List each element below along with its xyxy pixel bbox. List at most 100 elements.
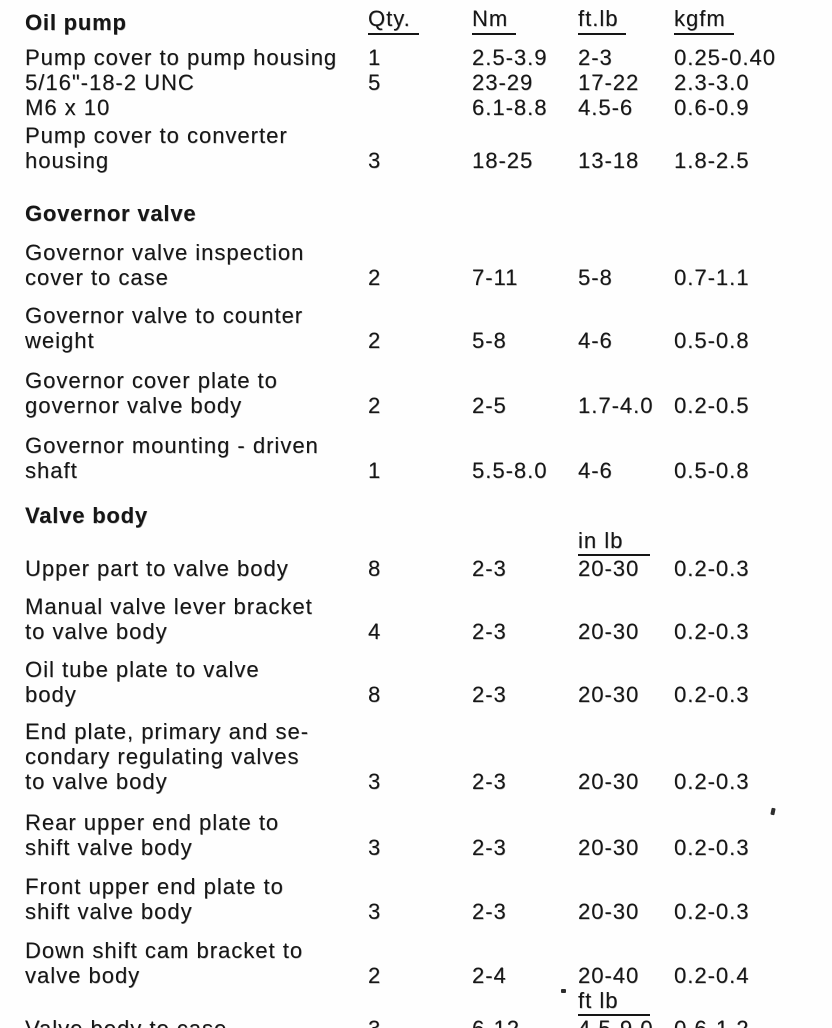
- nm-value: 2-4: [472, 963, 507, 988]
- table-row: M6 x 10 6.1-8.8 4.5-6 0.6-0.9: [25, 95, 822, 120]
- kgfm-value: 1.8-2.5: [674, 148, 750, 173]
- row-description: Governor valve inspection cover to case: [25, 240, 305, 290]
- qty-value: 3: [368, 769, 382, 794]
- qty-value: 8: [368, 682, 382, 707]
- kgfm-value: 0.6-0.9: [674, 95, 750, 120]
- kgfm-value: 0.2-0.3: [674, 682, 750, 707]
- row-description: Governor valve to counter weight: [25, 303, 304, 353]
- ftlb-value: 20-30: [578, 619, 640, 644]
- nm-value: 5.5-8.0: [472, 458, 548, 483]
- row-description: Upper part to valve body: [25, 556, 289, 581]
- qty-value: 3: [368, 835, 382, 860]
- row-description: Pump cover to converter housing: [25, 123, 288, 173]
- table-row: End plate, primary and se- condary regul…: [25, 719, 822, 794]
- ftlb-value: 17-22: [578, 70, 640, 95]
- row-description: Down shift cam bracket to valve body: [25, 938, 304, 988]
- unit-note-ft-lb: ft lb: [578, 988, 650, 1016]
- ftlb-value: 4.5-6: [578, 95, 634, 120]
- kgfm-value: 0.7-1.1: [674, 265, 750, 290]
- nm-value: 2-3: [472, 682, 507, 707]
- nm-value: 7-11: [472, 265, 519, 290]
- qty-value: 3: [368, 1016, 472, 1028]
- qty-value: 2: [368, 265, 382, 290]
- qty-value: 1: [368, 45, 382, 70]
- row-description: Valve body to case: [25, 1016, 368, 1028]
- kgfm-value: 0.5-0.8: [674, 328, 750, 353]
- row-description: M6 x 10: [25, 95, 111, 120]
- nm-value: 2.5-3.9: [472, 45, 548, 70]
- ftlb-value: in lb 20-30: [578, 528, 674, 581]
- kgfm-value: 0.2-0.5: [674, 393, 750, 418]
- table-row: Valve body to case 3 6-12 ft lb 4.5-9.0 …: [25, 988, 822, 1028]
- nm-value: 2-3: [472, 899, 507, 924]
- table-row: Governor valve to counter weight 2 5-8 4…: [25, 303, 822, 353]
- nm-value: 2-3: [472, 619, 507, 644]
- qty-value: 5: [368, 70, 382, 95]
- ftlb-value: 4-6: [578, 458, 613, 483]
- ftlb-value: 20-30: [578, 682, 640, 707]
- section-title-oil-pump: Oil pump: [25, 10, 127, 35]
- kgfm-value: 0.2-0.3: [674, 556, 750, 581]
- table-row: Manual valve lever bracket to valve body…: [25, 594, 822, 644]
- column-header-kgfm: kgfm: [674, 6, 822, 35]
- kgfm-value: 0.5-0.8: [674, 458, 750, 483]
- section-title-governor-valve: Governor valve: [25, 201, 197, 226]
- row-description: Manual valve lever bracket to valve body: [25, 594, 313, 644]
- qty-value: 3: [368, 899, 382, 924]
- nm-value: 2-3: [472, 835, 507, 860]
- nm-value: 2-3: [472, 556, 507, 581]
- ftlb-value: 20-40: [578, 963, 640, 988]
- ftlb-value: 13-18: [578, 148, 640, 173]
- row-description: Oil tube plate to valve body: [25, 657, 260, 707]
- unit-note-in-lb: in lb: [578, 528, 650, 556]
- row-description: Rear upper end plate to shift valve body: [25, 810, 280, 860]
- kgfm-value: 2.3-3.0: [674, 70, 750, 95]
- nm-value: 23-29: [472, 70, 534, 95]
- table-row: Down shift cam bracket to valve body 2 2…: [25, 938, 822, 988]
- section-title-valve-body: Valve body: [25, 503, 148, 528]
- scan-speck: [561, 989, 566, 993]
- kgfm-value: 0.2-0.3: [674, 769, 750, 794]
- row-description: Governor mounting - driven shaft: [25, 433, 319, 483]
- ftlb-value: 4-6: [578, 328, 613, 353]
- kgfm-value: 0.25-0.40: [674, 45, 776, 70]
- table-row: Rear upper end plate to shift valve body…: [25, 810, 822, 860]
- column-header-qty: Qty.: [368, 6, 472, 35]
- nm-value: 2-3: [472, 769, 507, 794]
- nm-value: 2-5: [472, 393, 507, 418]
- table-row: Pump cover to pump housing 1 2.5-3.9 2-3…: [25, 45, 822, 70]
- ftlb-value: 5-8: [578, 265, 613, 290]
- table-row: Upper part to valve body 8 2-3 in lb 20-…: [25, 528, 822, 581]
- kgfm-value: 0.2-0.4: [674, 963, 750, 988]
- ftlb-value: 20-30: [578, 835, 640, 860]
- nm-value: 6-12: [472, 1016, 578, 1028]
- ftlb-value: 1.7-4.0: [578, 393, 654, 418]
- row-description: Governor cover plate to governor valve b…: [25, 368, 278, 418]
- row-description: Front upper end plate to shift valve bod…: [25, 874, 284, 924]
- kgfm-value: 0.6-1.2: [674, 1016, 822, 1028]
- qty-value: 1: [368, 458, 382, 483]
- table-header-row: Oil pump Qty. Nm ft.lb kgfm: [25, 6, 822, 35]
- column-header-ftlb: ft.lb: [578, 6, 674, 35]
- qty-value: 2: [368, 963, 382, 988]
- row-description: 5/16"-18-2 UNC: [25, 70, 195, 95]
- table-row: Oil tube plate to valve body 8 2-3 20-30…: [25, 657, 822, 707]
- nm-value: 18-25: [472, 148, 534, 173]
- kgfm-value: 0.2-0.3: [674, 835, 750, 860]
- table-row: 5/16"-18-2 UNC 5 23-29 17-22 2.3-3.0: [25, 70, 822, 95]
- kgfm-value: 0.2-0.3: [674, 899, 750, 924]
- table-row: Governor valve inspection cover to case …: [25, 240, 822, 290]
- table-row: Front upper end plate to shift valve bod…: [25, 874, 822, 924]
- column-header-nm: Nm: [472, 6, 578, 35]
- qty-value: 4: [368, 619, 382, 644]
- ftlb-value: 2-3: [578, 45, 613, 70]
- qty-value: 8: [368, 556, 382, 581]
- kgfm-value: 0.2-0.3: [674, 619, 750, 644]
- nm-value: 6.1-8.8: [472, 95, 548, 120]
- ftlb-value: 20-30: [578, 899, 640, 924]
- qty-value: 2: [368, 328, 382, 353]
- ftlb-value: ft lb 4.5-9.0: [578, 988, 674, 1028]
- table-row: Governor mounting - driven shaft 1 5.5-8…: [25, 433, 822, 483]
- qty-value: 3: [368, 148, 382, 173]
